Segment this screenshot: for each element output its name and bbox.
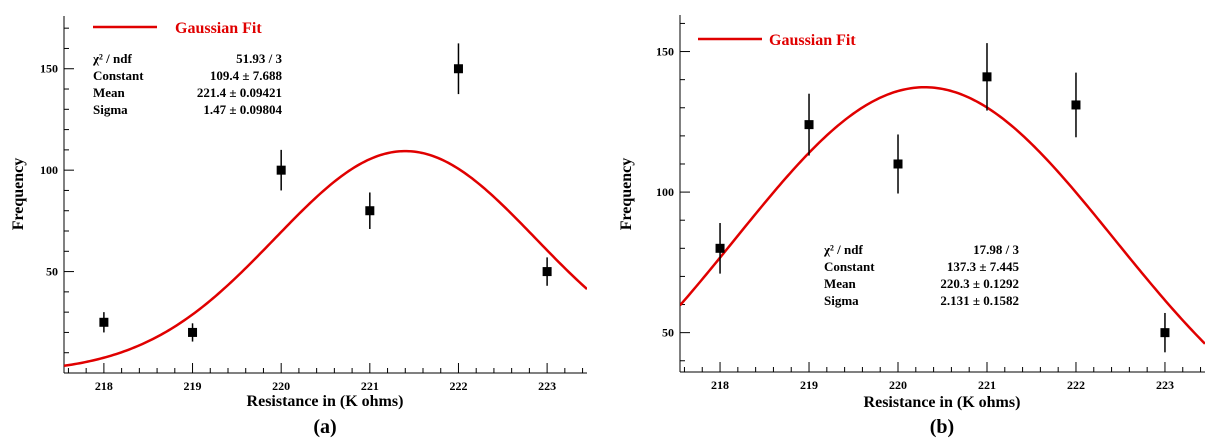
chart-panel-a: 218 219 220 221 222 223 50 100 150 Gaussian Fit χ²…: [0, 0, 600, 443]
chart-panel-b: 218 219 220 221 222 223 50 100 150 Gaussian Fit χ²…: [612, 0, 1209, 443]
data-point: [365, 206, 375, 216]
panel-caption: (b): [930, 416, 954, 438]
stat-name: χ² / ndf: [92, 51, 132, 66]
y-axis-title: Frequency: [618, 158, 635, 231]
gaussian-fit-curve: [64, 149, 587, 368]
stat-value: 2.131 ± 0.1582: [940, 293, 1019, 308]
x-tick-label: 223: [1156, 378, 1174, 392]
stat-value: 1.47 ± 0.09804: [203, 102, 282, 117]
data-point: [188, 327, 198, 337]
data-point: [1160, 328, 1170, 338]
x-tick-label: 218: [711, 378, 729, 392]
stat-name: Sigma: [824, 293, 859, 308]
data-point: [893, 159, 903, 169]
data-point: [542, 267, 552, 277]
chart-b-svg: 218 219 220 221 222 223 50 100 150 Gaussian Fit χ²…: [618, 15, 1205, 438]
x-tick-label: 221: [978, 378, 996, 392]
legend-label: Gaussian Fit: [175, 20, 262, 37]
gaussian-fit-curve: [680, 85, 1205, 345]
x-axis-title: Resistance in (K ohms): [864, 394, 1021, 411]
data-point: [1071, 100, 1081, 110]
y-tick-label: 50: [46, 265, 58, 279]
y-tick-label: 150: [656, 45, 674, 59]
stat-name: χ² / ndf: [823, 242, 863, 257]
x-tick-label: 220: [272, 379, 290, 393]
stat-value: 17.98 / 3: [973, 242, 1019, 257]
stat-value: 220.3 ± 0.1292: [940, 276, 1019, 291]
x-tick-label: 220: [889, 378, 907, 392]
y-tick-label: 50: [662, 326, 674, 340]
x-tick-label: 222: [1067, 378, 1085, 392]
x-tick-label: 221: [361, 379, 379, 393]
y-axis-title: Frequency: [10, 158, 27, 231]
y-tick-label: 150: [40, 62, 58, 76]
x-tick-label: 218: [95, 379, 113, 393]
stat-value: 221.4 ± 0.09421: [197, 85, 282, 100]
stat-name: Mean: [93, 85, 126, 100]
stat-value: 51.93 / 3: [236, 51, 282, 66]
data-point: [453, 64, 463, 74]
x-tick-label: 222: [449, 379, 467, 393]
x-axis-title: Resistance in (K ohms): [247, 393, 404, 410]
stat-name: Mean: [824, 276, 857, 291]
x-tick-label: 219: [800, 378, 818, 392]
y-tick-label: 100: [40, 163, 58, 177]
stat-name: Sigma: [93, 102, 128, 117]
data-point: [804, 120, 814, 130]
stat-name: Constant: [824, 259, 875, 274]
chart-a-svg: 218 219 220 221 222 223 50 100 150 Gaussian Fit χ²…: [10, 16, 587, 438]
panel-caption: (a): [313, 416, 336, 438]
stat-value: 109.4 ± 7.688: [210, 68, 283, 83]
legend-label: Gaussian Fit: [769, 32, 856, 49]
data-point: [276, 165, 286, 175]
data-point: [715, 243, 725, 253]
data-point: [99, 317, 109, 327]
x-tick-label: 223: [538, 379, 556, 393]
x-tick-label: 219: [184, 379, 202, 393]
stat-value: 137.3 ± 7.445: [947, 259, 1020, 274]
stat-name: Constant: [93, 68, 144, 83]
data-point: [982, 72, 992, 82]
y-tick-label: 100: [656, 185, 674, 199]
